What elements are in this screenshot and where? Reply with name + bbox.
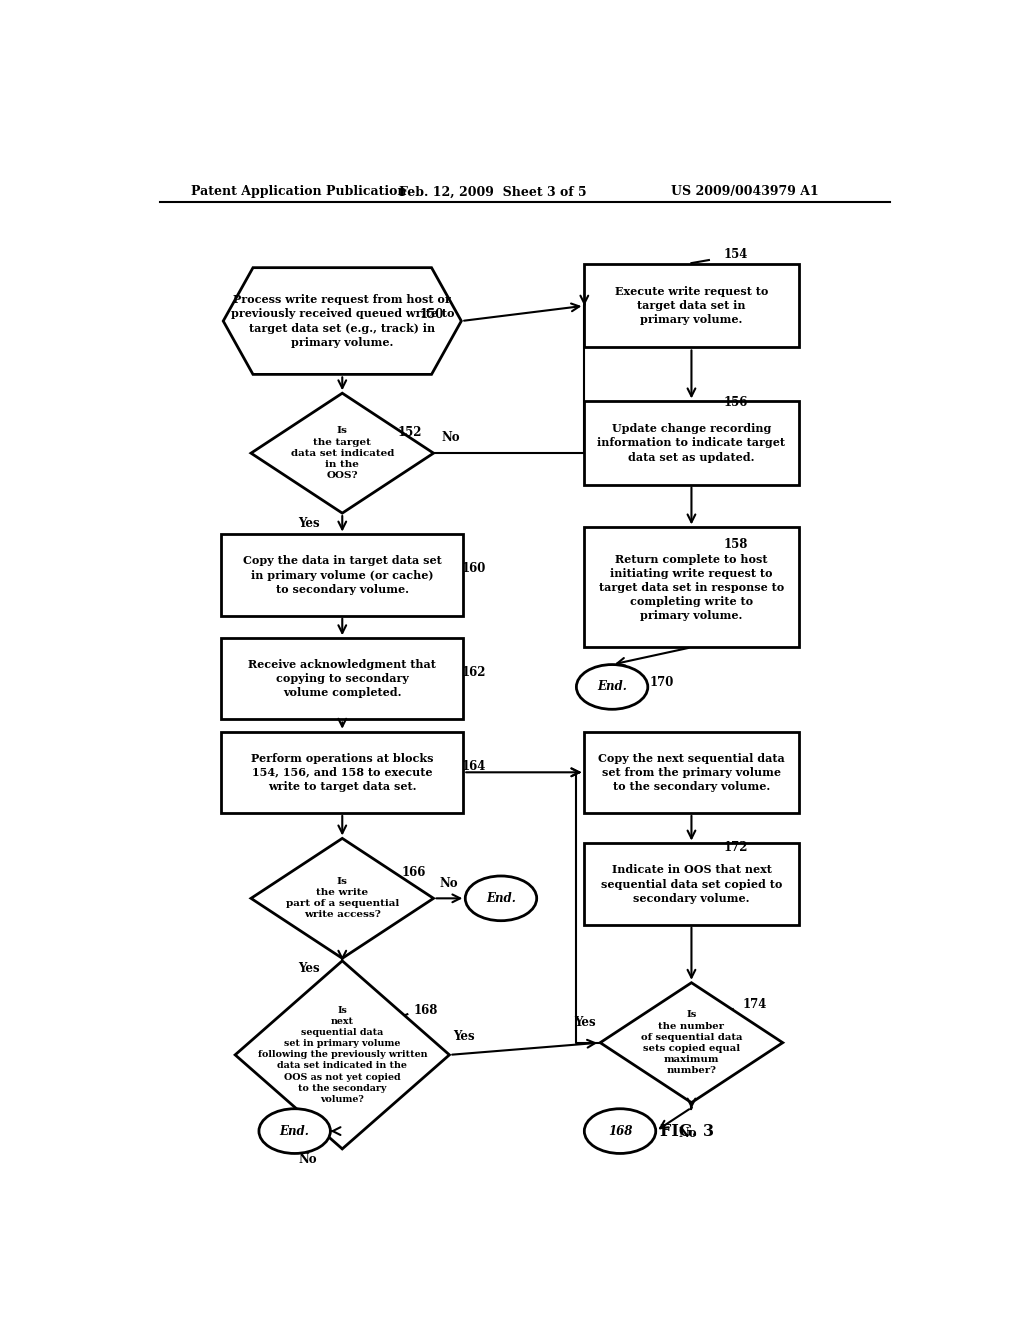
Text: 162: 162 xyxy=(461,667,485,680)
Text: Yes: Yes xyxy=(574,1016,596,1028)
Polygon shape xyxy=(236,961,450,1148)
Text: Receive acknowledgment that
copying to secondary
volume completed.: Receive acknowledgment that copying to s… xyxy=(249,659,436,698)
Bar xyxy=(585,264,799,347)
Text: 164: 164 xyxy=(461,760,485,772)
Polygon shape xyxy=(251,393,433,513)
Ellipse shape xyxy=(465,876,537,921)
Text: 168: 168 xyxy=(608,1125,632,1138)
Polygon shape xyxy=(600,982,782,1102)
Text: Feb. 12, 2009  Sheet 3 of 5: Feb. 12, 2009 Sheet 3 of 5 xyxy=(399,185,587,198)
Text: Perform operations at blocks
154, 156, and 158 to execute
write to target data s: Perform operations at blocks 154, 156, a… xyxy=(251,752,433,792)
Ellipse shape xyxy=(585,1109,655,1154)
Text: Is
the write
part of a sequential
write access?: Is the write part of a sequential write … xyxy=(286,878,399,920)
Text: Return complete to host
initiating write request to
target data set in response : Return complete to host initiating write… xyxy=(599,553,784,622)
Text: 160: 160 xyxy=(461,561,485,574)
Text: Execute write request to
target data set in
primary volume.: Execute write request to target data set… xyxy=(614,286,768,326)
Text: 172: 172 xyxy=(723,841,748,854)
Text: 156: 156 xyxy=(723,396,748,409)
Text: 170: 170 xyxy=(649,676,674,689)
Text: Update change recording
information to indicate target
data set as updated.: Update change recording information to i… xyxy=(597,424,785,462)
Text: Yes: Yes xyxy=(299,517,321,529)
Bar xyxy=(585,528,799,647)
Text: 168: 168 xyxy=(414,1003,438,1016)
Text: 154: 154 xyxy=(723,248,748,261)
Text: 150: 150 xyxy=(420,309,444,322)
Bar xyxy=(585,401,799,484)
Text: Patent Application Publication: Patent Application Publication xyxy=(191,185,407,198)
Text: End.: End. xyxy=(597,680,627,693)
Text: 174: 174 xyxy=(743,998,767,1011)
Ellipse shape xyxy=(259,1109,331,1154)
Text: No: No xyxy=(299,1152,317,1166)
Text: Copy the next sequential data
set from the primary volume
to the secondary volum: Copy the next sequential data set from t… xyxy=(598,752,784,792)
Text: Is
the number
of sequential data
sets copied equal
maximum
number?: Is the number of sequential data sets co… xyxy=(641,1010,742,1074)
Text: Copy the data in target data set
in primary volume (or cache)
to secondary volum: Copy the data in target data set in prim… xyxy=(243,556,441,595)
Text: Indicate in OOS that next
sequential data set copied to
secondary volume.: Indicate in OOS that next sequential dat… xyxy=(601,865,782,904)
Bar xyxy=(585,731,799,813)
Text: US 2009/0043979 A1: US 2009/0043979 A1 xyxy=(671,185,818,198)
Text: FIG. 3: FIG. 3 xyxy=(659,1122,714,1139)
Bar xyxy=(221,535,463,616)
Ellipse shape xyxy=(577,664,648,709)
Text: No: No xyxy=(678,1127,696,1139)
Text: 166: 166 xyxy=(401,866,426,879)
Text: 152: 152 xyxy=(397,426,422,440)
Text: End.: End. xyxy=(280,1125,309,1138)
Text: Process write request from host or
previously received queued write to
target da: Process write request from host or previ… xyxy=(230,294,454,347)
Bar xyxy=(221,731,463,813)
Text: No: No xyxy=(440,876,459,890)
Bar xyxy=(585,843,799,925)
Polygon shape xyxy=(223,268,462,375)
Text: 158: 158 xyxy=(723,539,748,552)
Text: No: No xyxy=(441,432,460,445)
Text: Is
next
sequential data
set in primary volume
following the previously written
d: Is next sequential data set in primary v… xyxy=(257,1006,427,1104)
Text: Yes: Yes xyxy=(454,1030,475,1043)
Polygon shape xyxy=(251,838,433,958)
Text: End.: End. xyxy=(486,892,516,904)
Text: Yes: Yes xyxy=(299,962,321,975)
Text: Is
the target
data set indicated
in the
OOS?: Is the target data set indicated in the … xyxy=(291,426,394,480)
Bar xyxy=(221,638,463,719)
